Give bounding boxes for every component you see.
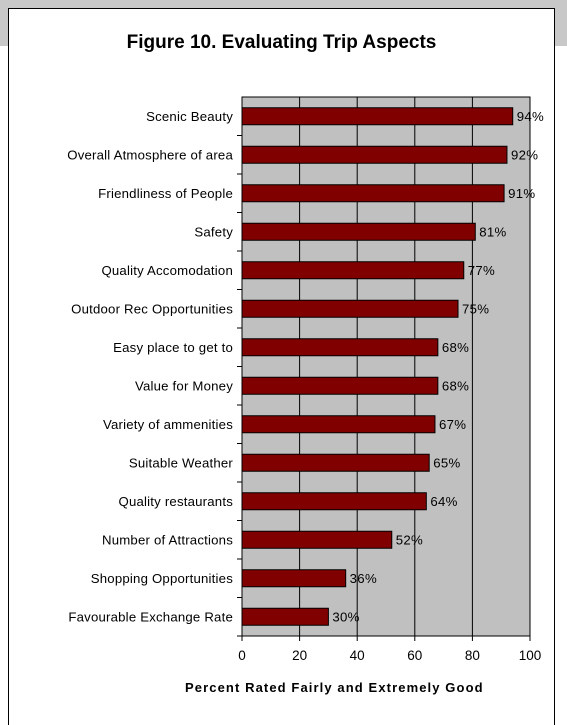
bar — [241, 222, 476, 241]
x-tick-label: 60 — [407, 648, 422, 663]
bar — [241, 338, 439, 357]
value-label: 65% — [433, 455, 460, 470]
chart-title: Figure 10. Evaluating Trip Aspects — [126, 32, 437, 53]
value-label: 30% — [332, 609, 359, 624]
bar — [241, 607, 329, 626]
x-tick-label: 80 — [465, 648, 480, 663]
category-label: Shopping Opportunities — [91, 571, 233, 586]
category-label: Easy place to get to — [113, 340, 233, 355]
value-label: 36% — [350, 571, 377, 586]
bar — [241, 299, 459, 318]
category-label: Quality Accomodation — [101, 263, 233, 278]
value-label: 91% — [508, 186, 535, 201]
category-label: Variety of ammenities — [103, 417, 233, 432]
value-label: 68% — [442, 378, 469, 393]
bars — [237, 107, 514, 637]
bar — [241, 261, 465, 280]
category-label: Number of Attractions — [102, 532, 233, 547]
category-label: Outdoor Rec Opportunities — [71, 301, 233, 316]
category-label: Friendliness of People — [98, 186, 233, 201]
plot-area — [241, 96, 531, 637]
bar — [241, 376, 439, 395]
x-tick-label: 40 — [350, 648, 365, 663]
value-label: 68% — [442, 340, 469, 355]
bar — [241, 453, 430, 472]
category-label: Quality restaurants — [119, 494, 234, 509]
x-tick-label: 20 — [292, 648, 307, 663]
bar — [241, 415, 436, 434]
x-tick-labels: 0 20 40 60 80 100 — [238, 648, 541, 663]
value-label: 81% — [479, 224, 506, 239]
category-label: Favourable Exchange Rate — [68, 609, 233, 624]
value-label: 67% — [439, 417, 466, 432]
category-label: Safety — [194, 224, 233, 239]
value-label: 64% — [430, 494, 457, 509]
bar — [241, 184, 505, 203]
value-label: 92% — [511, 147, 538, 162]
x-tick-label: 100 — [519, 648, 542, 663]
value-labels: 94% 92% 91% 81% 77% 75% 68% 68% 67% 65% 64% 52% 36% 3… — [332, 109, 544, 625]
category-label: Scenic Beauty — [146, 109, 233, 124]
value-label: 52% — [396, 532, 423, 547]
value-label: 77% — [468, 263, 495, 278]
x-axis-title: Percent Rated Fairly and Extremely Good — [185, 680, 484, 695]
bar — [241, 530, 393, 549]
category-labels: Scenic Beauty Overall Atmosphere of area F… — [67, 109, 233, 625]
value-label: 94% — [517, 109, 544, 124]
value-label: 75% — [462, 301, 489, 316]
category-label: Overall Atmosphere of area — [67, 147, 233, 162]
bar — [241, 492, 427, 511]
bar — [241, 107, 514, 126]
category-label: Suitable Weather — [129, 455, 234, 470]
x-tick-label: 0 — [238, 648, 246, 663]
category-label: Value for Money — [135, 378, 233, 393]
bar — [241, 145, 508, 164]
bar — [241, 569, 347, 588]
